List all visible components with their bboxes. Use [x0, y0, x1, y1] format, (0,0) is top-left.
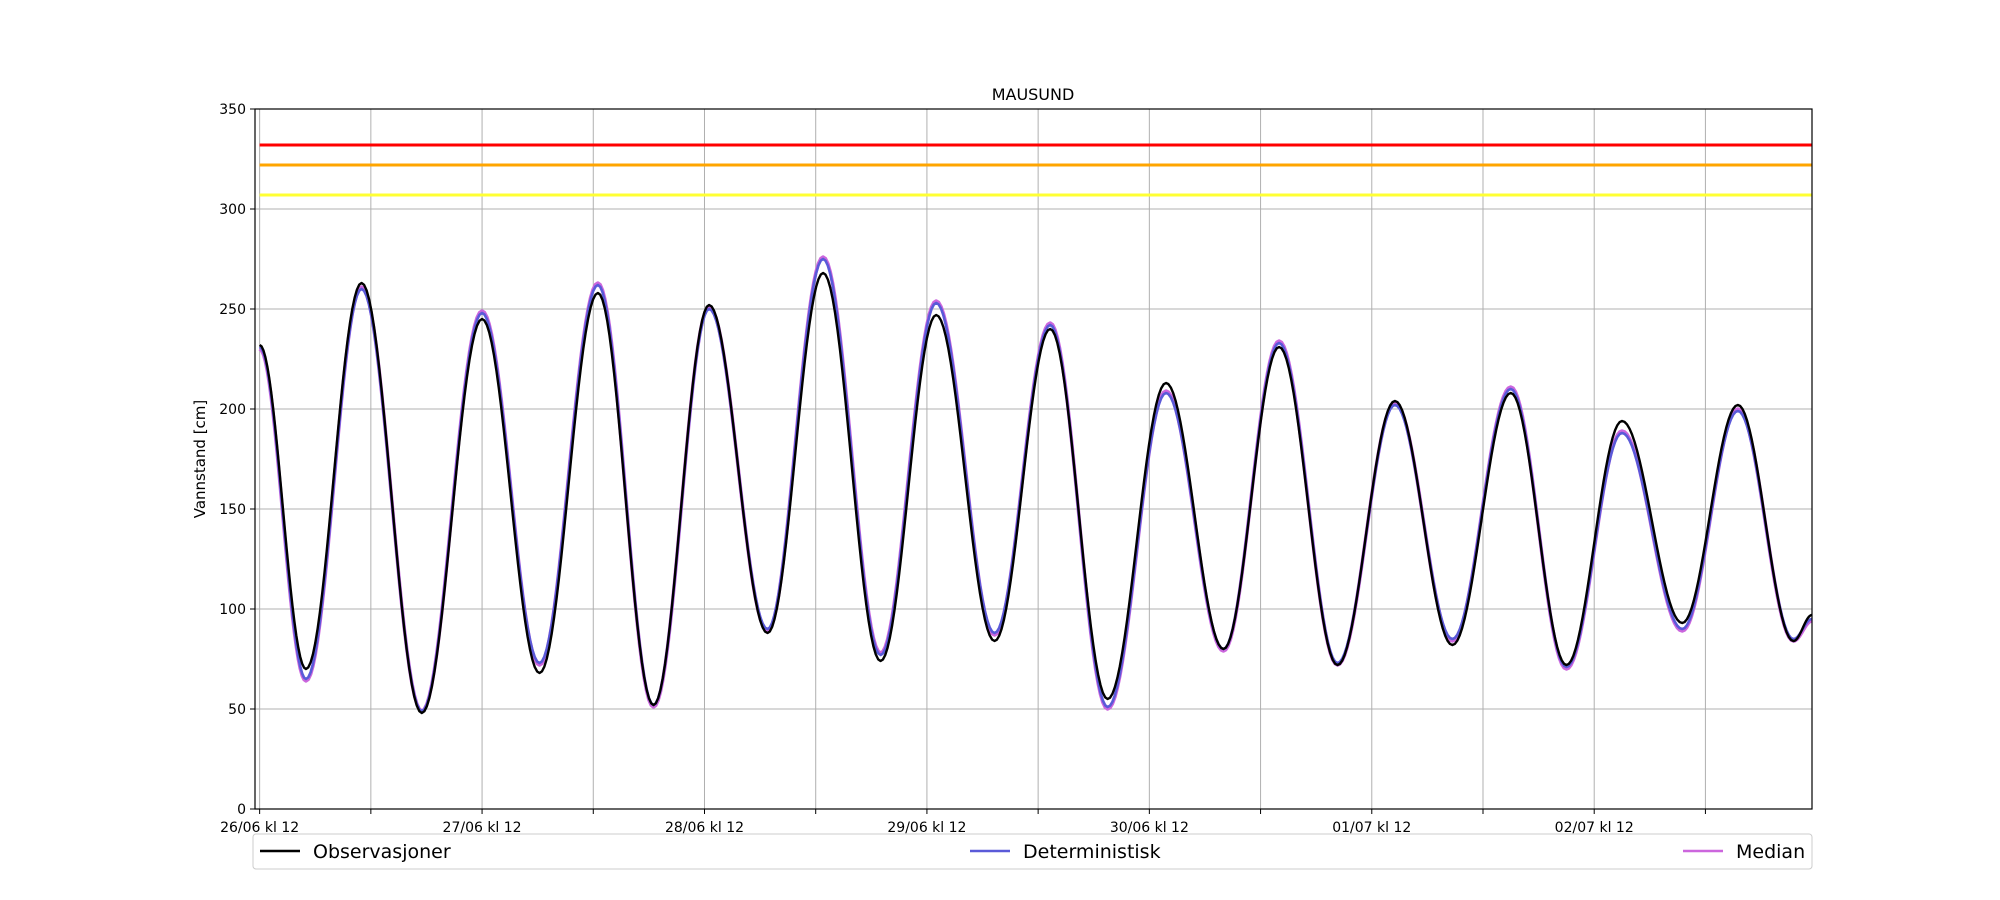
plot-frame — [254, 108, 1813, 810]
x-axis: 26/06 kl 12 27/06 kl 12 28/06 kl 12 29/06 k… — [220, 809, 1706, 836]
x-tick-label: 30/06 kl 12 — [1110, 820, 1189, 836]
x-tick-label: 29/06 kl 12 — [887, 820, 966, 836]
legend-frame — [252, 833, 1813, 870]
x-tick-label: 02/07 kl 12 — [1555, 820, 1634, 836]
legend-items: Observasjoner Deterministisk Median — [260, 841, 1805, 863]
y-tick-label: 100 — [219, 602, 246, 618]
series-layer — [258, 255, 1813, 715]
y-axis: 0 50 100 150 200 250 300 350 — [219, 102, 255, 818]
series-line-observasjoner — [258, 271, 1813, 715]
grid-layer — [255, 108, 1812, 810]
legend: Observasjoner Deterministisk Median — [252, 833, 1813, 870]
y-tick-label: 50 — [228, 702, 246, 718]
series-line-deterministisk — [258, 257, 1813, 713]
x-tick-label: 01/07 kl 12 — [1332, 820, 1411, 836]
chart-title: MAUSUND — [992, 85, 1075, 104]
y-tick-label: 150 — [219, 502, 246, 518]
y-tick-label: 200 — [219, 402, 246, 418]
y-tick-label: 300 — [219, 202, 246, 218]
x-tick-label: 28/06 kl 12 — [665, 820, 744, 836]
threshold-layer — [259, 143, 1812, 197]
legend-label: Deterministisk — [1023, 841, 1161, 863]
x-tick-label: 27/06 kl 12 — [443, 820, 522, 836]
y-tick-label: 0 — [237, 802, 246, 818]
legend-label: Median — [1736, 841, 1805, 863]
y-tick-label: 250 — [219, 302, 246, 318]
y-axis-title: Vannstand [cm] — [191, 400, 209, 519]
y-tick-label: 350 — [219, 102, 246, 118]
x-tick-label: 26/06 kl 12 — [220, 820, 299, 836]
legend-label: Observasjoner — [313, 841, 451, 863]
